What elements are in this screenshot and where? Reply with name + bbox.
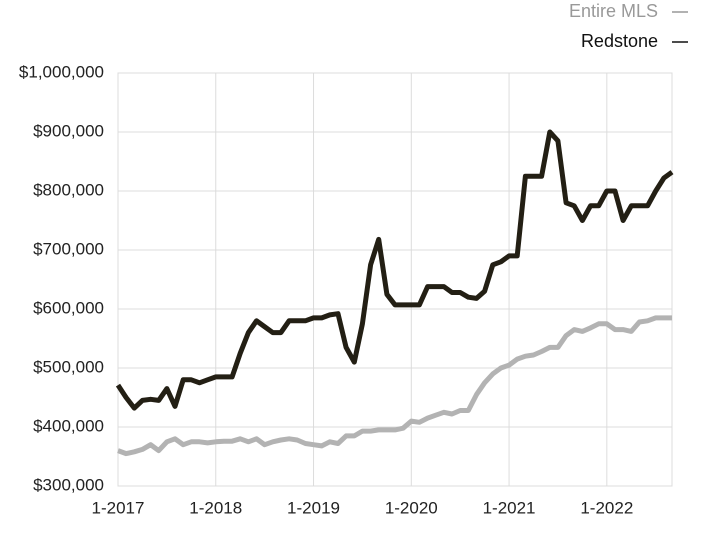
x-tick-label: 1-2017: [92, 498, 145, 517]
y-tick-label: $1,000,000: [19, 62, 104, 81]
x-tick-label: 1-2020: [385, 498, 438, 517]
y-tick-label: $800,000: [33, 180, 104, 199]
y-tick-label: $700,000: [33, 239, 104, 258]
data-line: [115, 129, 674, 411]
x-tick-label: 1-2021: [483, 498, 536, 517]
data-line: [117, 315, 672, 457]
y-tick-label: $400,000: [33, 416, 104, 435]
legend-label: Redstone: [581, 31, 658, 51]
plot-frame: [117, 72, 673, 487]
legend-label: Entire MLS: [569, 1, 658, 21]
x-tick-label: 1-2022: [580, 498, 633, 517]
y-tick-label: $900,000: [33, 121, 104, 140]
y-tick-label: $600,000: [33, 298, 104, 317]
x-tick-label: 1-2019: [287, 498, 340, 517]
y-tick-label: $500,000: [33, 357, 104, 376]
x-tick-label: 1-2018: [189, 498, 242, 517]
y-tick-label: $300,000: [33, 475, 104, 494]
